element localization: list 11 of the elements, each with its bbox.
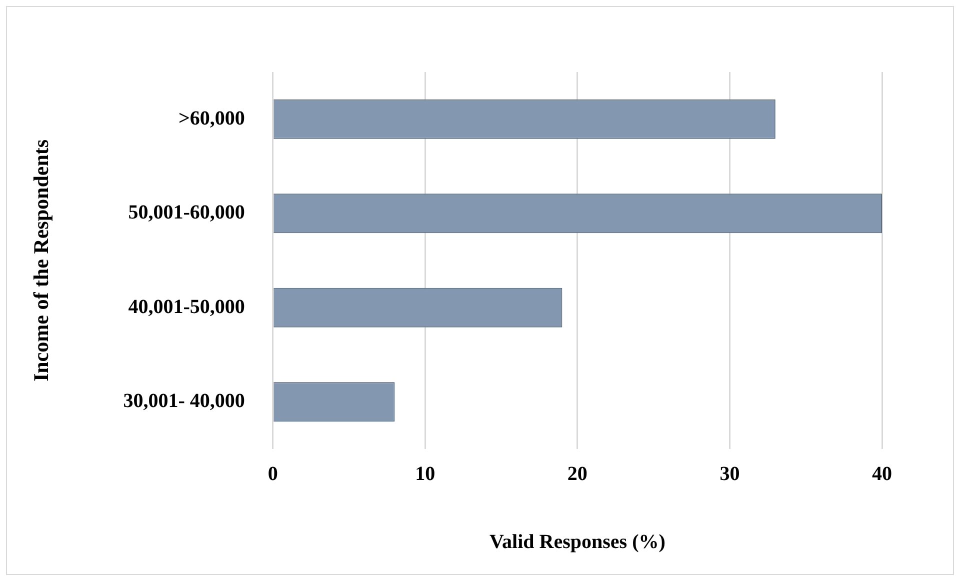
- x-tick-label: 10: [415, 463, 436, 486]
- x-tick-label: 40: [872, 463, 892, 486]
- y-tick-label: 50,001-60,000: [128, 202, 245, 224]
- y-tick-label: 30,001- 40,000: [123, 390, 245, 412]
- y-tick-label: >60,000: [178, 107, 245, 130]
- x-tick-label: 0: [268, 463, 278, 486]
- x-tick-label: 20: [567, 463, 588, 486]
- x-tick-label: 30: [720, 463, 740, 486]
- y-tick-label: 40,001-50,000: [128, 296, 245, 318]
- x-axis-title: Valid Responses (%): [489, 531, 666, 554]
- y-axis-title: Income of the Respondents: [29, 139, 54, 382]
